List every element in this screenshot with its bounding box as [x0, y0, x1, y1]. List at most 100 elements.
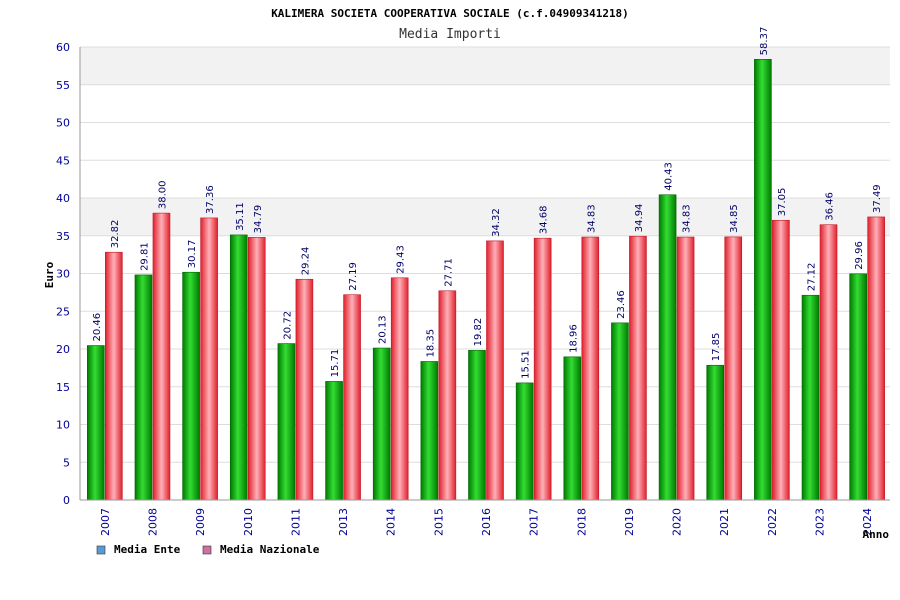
- data-label-media-nazionale-2016: 34.32: [491, 208, 502, 237]
- data-label-media-nazionale-2020: 34.83: [682, 204, 693, 233]
- bar-media-ente-2019: [611, 322, 629, 501]
- x-tick-label: 2009: [194, 508, 207, 536]
- y-tick-label: 10: [56, 419, 70, 432]
- data-label-media-ente-2020: 40.43: [664, 162, 675, 191]
- y-axis-label: Euro: [43, 261, 56, 288]
- data-label-media-nazionale-2014: 29.43: [396, 245, 407, 274]
- data-label-media-ente-2010: 35.11: [235, 202, 246, 231]
- y-tick-label: 35: [56, 230, 70, 243]
- legend-label-media-ente: Media Ente: [114, 543, 181, 556]
- x-tick-label: 2024: [861, 508, 874, 536]
- bar-media-nazionale-2008: [152, 212, 171, 501]
- bar-media-ente-2016: [468, 350, 486, 501]
- data-label-media-ente-2009: 30.17: [187, 240, 198, 269]
- x-tick-label: 2018: [575, 508, 588, 536]
- data-label-media-ente-2008: 29.81: [139, 242, 150, 271]
- data-label-media-nazionale-2019: 34.94: [634, 204, 645, 233]
- bar-media-nazionale-2007: [105, 251, 123, 501]
- data-label-media-nazionale-2011: 29.24: [300, 247, 311, 276]
- x-tick-label: 2022: [766, 508, 779, 536]
- y-tick-label: 55: [56, 79, 70, 92]
- data-label-media-nazionale-2022: 37.05: [777, 188, 788, 217]
- bar-media-nazionale-2020: [676, 236, 695, 501]
- data-labels: 20.46 32.82 29.81 38.00 30.17 37.36 35.11 34.79…: [92, 27, 883, 379]
- bar-media-ente-2015: [420, 361, 439, 501]
- data-label-media-nazionale-2008: 38.00: [157, 180, 168, 209]
- data-label-media-ente-2007: 20.46: [92, 313, 103, 342]
- data-label-media-ente-2013: 15.71: [330, 349, 341, 378]
- data-label-media-ente-2018: 18.96: [568, 324, 579, 353]
- bar-media-ente-2021: [706, 364, 725, 501]
- y-tick-label: 30: [56, 268, 70, 281]
- x-axis-label: Anno: [863, 528, 890, 541]
- bar-media-nazionale-2022: [772, 219, 790, 501]
- x-tick-label: 2015: [432, 508, 445, 536]
- x-tick-label: 2014: [385, 508, 398, 536]
- chart-title: KALIMERA SOCIETA COOPERATIVA SOCIALE (c.…: [271, 7, 629, 20]
- bar-media-ente-2011: [277, 343, 296, 501]
- y-tick-label: 45: [56, 154, 70, 167]
- y-axis-ticks: 0 5 10 15 20 25 30 35 40 45 50 55 60: [56, 41, 70, 507]
- data-label-media-nazionale-2015: 27.71: [443, 258, 454, 287]
- bar-media-ente-2024: [849, 273, 867, 501]
- data-label-media-nazionale-2017: 34.68: [539, 206, 550, 235]
- data-label-media-nazionale-2013: 27.19: [348, 262, 359, 291]
- bar-media-nazionale-2023: [819, 224, 838, 501]
- legend: Media Ente Media Nazionale: [96, 543, 320, 556]
- data-label-media-ente-2019: 23.46: [616, 290, 627, 319]
- x-tick-label: 2010: [242, 508, 255, 536]
- y-tick-label: 5: [63, 456, 70, 469]
- bar-media-nazionale-2018: [581, 236, 600, 501]
- x-tick-label: 2020: [671, 508, 684, 536]
- x-axis-ticks: 2007 2008 2009 2010 2011 2013 2014 2015 2016 2017…: [99, 508, 874, 536]
- bar-media-nazionale-2021: [724, 236, 743, 501]
- bar-media-ente-2009: [182, 271, 200, 501]
- y-tick-label: 25: [56, 305, 70, 318]
- x-tick-label: 2017: [528, 508, 541, 536]
- bar-media-nazionale-2016: [486, 240, 504, 501]
- data-label-media-ente-2021: 17.85: [711, 333, 722, 362]
- x-tick-label: 2007: [99, 508, 112, 536]
- x-tick-label: 2021: [718, 508, 731, 536]
- data-label-media-ente-2011: 20.72: [282, 311, 293, 340]
- bar-media-nazionale-2015: [438, 290, 457, 501]
- data-label-media-nazionale-2010: 34.79: [253, 205, 264, 234]
- y-tick-label: 40: [56, 192, 70, 205]
- data-label-media-ente-2015: 18.35: [425, 329, 436, 358]
- data-label-media-nazionale-2024: 37.49: [872, 184, 883, 213]
- data-label-media-ente-2014: 20.13: [378, 315, 389, 344]
- legend-label-media-nazionale: Media Nazionale: [220, 543, 320, 556]
- bar-media-nazionale-2017: [533, 237, 552, 501]
- bar-media-ente-2010: [229, 234, 248, 501]
- y-tick-label: 60: [56, 41, 70, 54]
- chart-subtitle: Media Importi: [399, 27, 501, 42]
- y-tick-label: 0: [63, 494, 70, 507]
- data-label-media-ente-2016: 19.82: [473, 318, 484, 347]
- x-tick-label: 2011: [289, 508, 302, 536]
- bar-media-nazionale-2019: [629, 235, 647, 501]
- bar-media-nazionale-2011: [295, 278, 314, 501]
- x-tick-label: 2016: [480, 508, 493, 536]
- bar-media-nazionale-2013: [343, 294, 361, 501]
- bar-media-ente-2017: [515, 382, 534, 501]
- data-label-media-nazionale-2018: 34.83: [586, 204, 597, 233]
- bar-media-nazionale-2024: [867, 216, 885, 501]
- x-tick-label: 2013: [337, 508, 350, 536]
- bar-media-ente-2018: [563, 356, 582, 501]
- bars: [87, 59, 885, 501]
- bar-media-ente-2022: [754, 59, 772, 501]
- y-tick-label: 50: [56, 117, 70, 130]
- bar-media-ente-2007: [87, 345, 105, 501]
- bar-media-ente-2013: [325, 381, 343, 501]
- y-tick-label: 15: [56, 381, 70, 394]
- x-tick-label: 2023: [814, 508, 827, 536]
- data-label-media-ente-2022: 58.37: [759, 27, 770, 56]
- data-label-media-ente-2023: 27.12: [807, 263, 818, 292]
- legend-swatch-media-nazionale: [202, 545, 212, 555]
- legend-swatch-media-ente: [96, 545, 106, 555]
- data-label-media-nazionale-2009: 37.36: [205, 185, 216, 214]
- bar-media-nazionale-2010: [247, 237, 266, 501]
- x-tick-label: 2019: [623, 508, 636, 536]
- data-label-media-ente-2024: 29.96: [854, 241, 865, 270]
